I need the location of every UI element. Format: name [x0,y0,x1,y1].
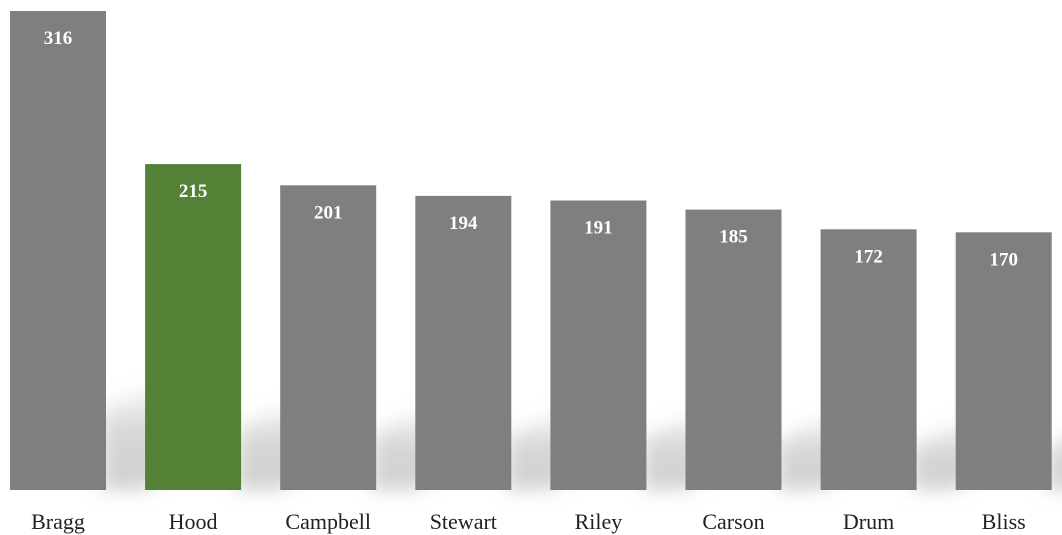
bar-stewart [415,195,512,490]
bar-riley [550,200,647,490]
category-label-campbell: Campbell [285,509,371,534]
category-label-stewart: Stewart [430,509,497,534]
bar-carson [685,209,782,490]
bar-drum [820,229,917,491]
category-label-riley: Riley [575,509,623,534]
bars-group [10,11,1052,491]
category-label-bliss: Bliss [982,509,1026,534]
value-label-carson: 185 [719,227,748,248]
value-labels-group: 316 215 201 194 191 185 172 170 [44,28,1018,270]
value-label-hood: 215 [179,181,208,202]
bar-bliss [955,232,1052,491]
value-label-riley: 191 [584,218,613,239]
bar-hood [145,164,242,490]
value-label-bragg: 316 [44,28,73,49]
category-label-carson: Carson [702,509,764,534]
bar-campbell [280,185,377,491]
category-labels-group: Bragg Hood Campbell Stewart Riley Carson Drum B… [31,509,1026,534]
category-label-drum: Drum [843,509,894,534]
value-label-stewart: 194 [449,213,478,234]
category-label-hood: Hood [169,509,218,534]
value-label-campbell: 201 [314,202,343,223]
category-label-bragg: Bragg [31,509,85,534]
bar-bragg [10,11,106,490]
value-label-drum: 172 [854,246,883,267]
value-label-bliss: 170 [989,249,1018,270]
